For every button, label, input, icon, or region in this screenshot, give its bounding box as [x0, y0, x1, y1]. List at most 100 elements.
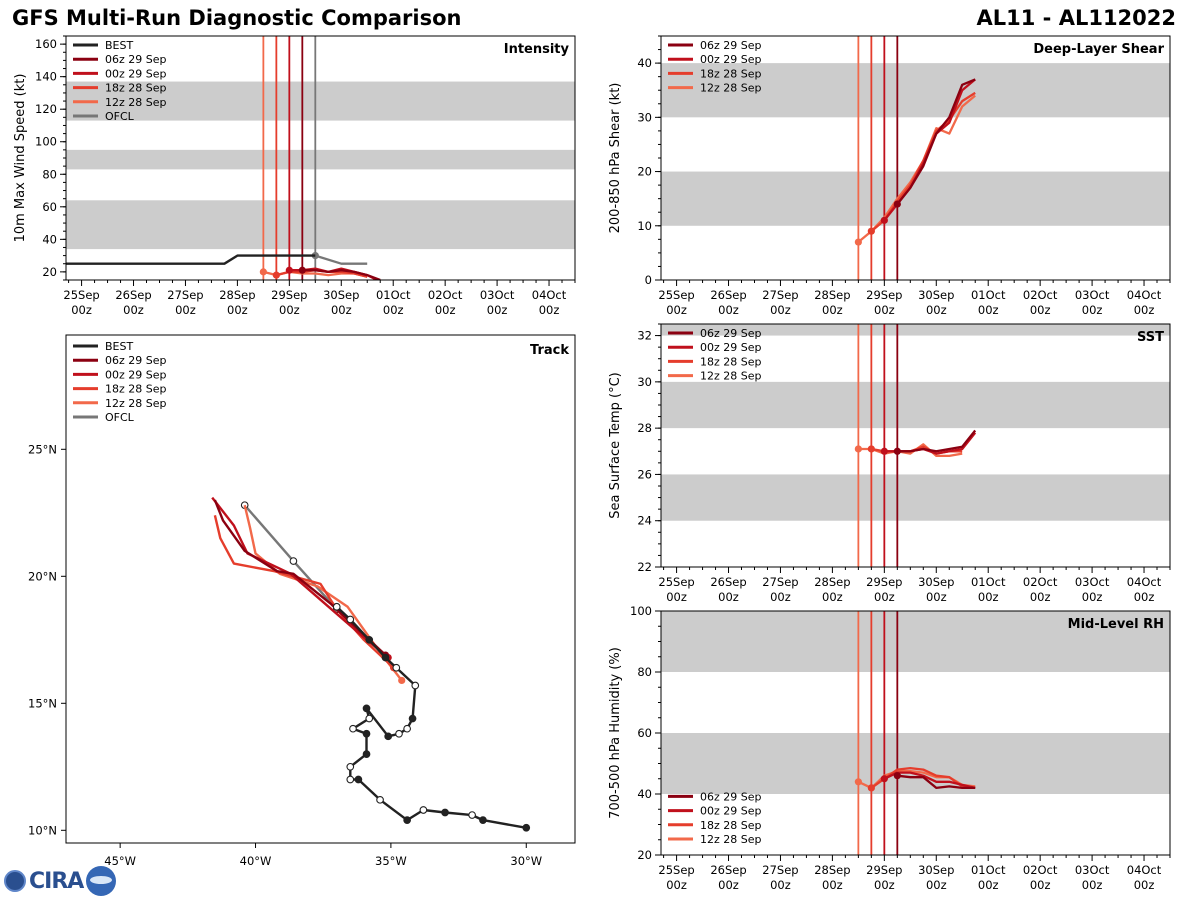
track-best-point	[376, 795, 384, 804]
sst-x-tick-label-hour: 00z	[1082, 590, 1103, 604]
rh-x-tick-label-date: 02Oct	[1023, 863, 1058, 877]
intensity-init-point-ofcl	[311, 252, 319, 260]
rh-init-point-r18z28	[867, 784, 875, 792]
intensity-init-point-r18z28	[272, 271, 280, 279]
intensity-x-tick-label-date: 27Sep	[167, 288, 203, 302]
sst-title: SST	[1137, 330, 1164, 345]
sst-y-axis-label: Sea Surface Temp (°C)	[608, 372, 623, 519]
track-legend-label-r00z29: 00z 29 Sep	[105, 368, 167, 381]
shear-y-axis-label: 200-850 hPa Shear (kt)	[608, 83, 623, 234]
sst-init-point-r00z29	[880, 447, 888, 455]
track-y-tick-label: 15°N	[28, 696, 57, 710]
track-best-point	[346, 762, 355, 771]
sst-x-tick-label-date: 25Sep	[658, 575, 694, 589]
rh-y-tick-label: 60	[637, 726, 652, 740]
rh-x-tick-label-hour: 00z	[1082, 878, 1103, 892]
sst-legend-label-r12z28: 12z 28 Sep	[700, 370, 762, 383]
storm-id-label: AL11 - AL112022	[976, 6, 1177, 30]
intensity-x-tick-label-date: 30Sep	[323, 288, 359, 302]
rh-y-tick-label: 100	[630, 604, 652, 618]
shear-plot-area	[661, 36, 1170, 280]
rh-init-point-r12z28	[854, 778, 862, 786]
track-ofcl-point	[289, 557, 298, 565]
intensity-series-best	[66, 254, 316, 265]
sst-band-2	[661, 324, 1170, 336]
intensity-x-tick-label-date: 29Sep	[271, 288, 307, 302]
rh-series-r06z29	[897, 774, 976, 790]
rh-x-tick-label-date: 28Sep	[814, 863, 850, 877]
sst-y-tick-label: 24	[637, 514, 652, 528]
track-series-r18z28	[213, 515, 395, 669]
rh-x-tick-label-hour: 00z	[926, 878, 947, 892]
rh-x-tick-label-hour: 00z	[1134, 878, 1155, 892]
track-best-point	[349, 724, 357, 733]
sst-x-tick-label-date: 04Oct	[1127, 575, 1162, 589]
shear-legend-label-r06z29: 06z 29 Sep	[700, 39, 762, 52]
rh-x-tick-label-hour: 00z	[1030, 878, 1051, 892]
track-legend-label-ofcl: OFCL	[105, 411, 135, 424]
track-x-tick-label: 30°W	[510, 854, 542, 868]
rh-x-tick-label-hour: 00z	[770, 878, 791, 892]
shear-y-tick-label: 10	[637, 219, 652, 233]
rh-y-tick-label: 80	[637, 665, 652, 679]
shear-x-tick-label-date: 02Oct	[1023, 288, 1058, 302]
intensity-legend-label-best: BEST	[105, 39, 133, 52]
rh-x-tick-label-date: 30Sep	[918, 863, 954, 877]
rh-x-tick-label-date: 27Sep	[762, 863, 798, 877]
sst-x-tick-label-hour: 00z	[978, 590, 999, 604]
intensity-x-tick-label-date: 02Oct	[428, 288, 463, 302]
globe-icon	[86, 866, 117, 896]
track-best-point	[362, 729, 371, 738]
logo-text: CIRA	[29, 868, 84, 894]
rh-title: Mid-Level RH	[1068, 617, 1164, 632]
sst-x-tick-label-date: 26Sep	[710, 575, 746, 589]
shear-x-tick-label-hour: 00z	[1134, 303, 1155, 317]
shear-y-tick-label: 40	[637, 56, 652, 70]
shear-x-tick-label-hour: 00z	[874, 303, 895, 317]
track-best-point	[362, 704, 371, 713]
intensity-title: Intensity	[504, 42, 570, 57]
intensity-x-tick-label-hour: 00z	[435, 303, 456, 317]
track-init-point-r12z28	[398, 676, 406, 685]
intensity-series-r06z29	[302, 269, 381, 280]
rh-x-tick-label-hour: 00z	[718, 878, 739, 892]
shear-init-point-r00z29	[880, 216, 888, 224]
sst-x-tick-label-hour: 00z	[1030, 590, 1051, 604]
sst-band-1	[661, 381, 1170, 429]
sst-legend-label-r06z29: 06z 29 Sep	[700, 327, 762, 340]
track-best-point	[479, 816, 487, 824]
shear-x-tick-label-hour: 00z	[1082, 303, 1103, 317]
sst-x-tick-label-hour: 00z	[1134, 590, 1155, 604]
track-best-point	[468, 811, 476, 819]
sst-plot-area	[661, 324, 1170, 567]
sst-y-tick-label: 22	[637, 560, 652, 574]
rh-y-tick-label: 40	[637, 787, 652, 801]
track-frame	[65, 334, 576, 844]
track-best-point	[384, 732, 393, 741]
rh-band-0	[661, 733, 1170, 794]
intensity-init-point-r12z28	[259, 268, 267, 276]
track-best-point	[419, 806, 428, 814]
shear-x-tick-label-hour: 00z	[1030, 303, 1051, 317]
track-legend-label-r18z28: 18z 28 Sep	[105, 383, 167, 396]
intensity-y-tick-label: 120	[35, 102, 57, 116]
rh-y-axis-label: 700-500 hPa Humidity (%)	[608, 647, 623, 819]
intensity-x-tick-label-hour: 00z	[175, 303, 196, 317]
page-title: GFS Multi-Run Diagnostic Comparison	[12, 6, 462, 30]
shear-init-point-r12z28	[854, 238, 862, 246]
track-y-tick-label: 20°N	[28, 569, 57, 583]
sst-x-tick-label-date: 03Oct	[1075, 575, 1110, 589]
sst-x-tick-label-hour: 00z	[666, 590, 687, 604]
track-best-point	[441, 808, 449, 817]
shear-x-tick-label-date: 01Oct	[971, 288, 1006, 302]
track-x-tick-label: 40°W	[240, 854, 272, 868]
intensity-x-tick-label-hour: 00z	[539, 303, 560, 317]
intensity-x-tick-label-hour: 00z	[123, 303, 144, 317]
intensity-init-point-r06z29	[298, 266, 306, 274]
intensity-y-tick-label: 60	[42, 200, 57, 214]
sst-legend-label-r18z28: 18z 28 Sep	[700, 355, 762, 368]
shear-x-tick-label-date: 29Sep	[866, 288, 902, 302]
sst-x-tick-label-hour: 00z	[770, 590, 791, 604]
logo-mark-icon	[4, 870, 26, 892]
track-legend-label-best: BEST	[105, 340, 133, 353]
